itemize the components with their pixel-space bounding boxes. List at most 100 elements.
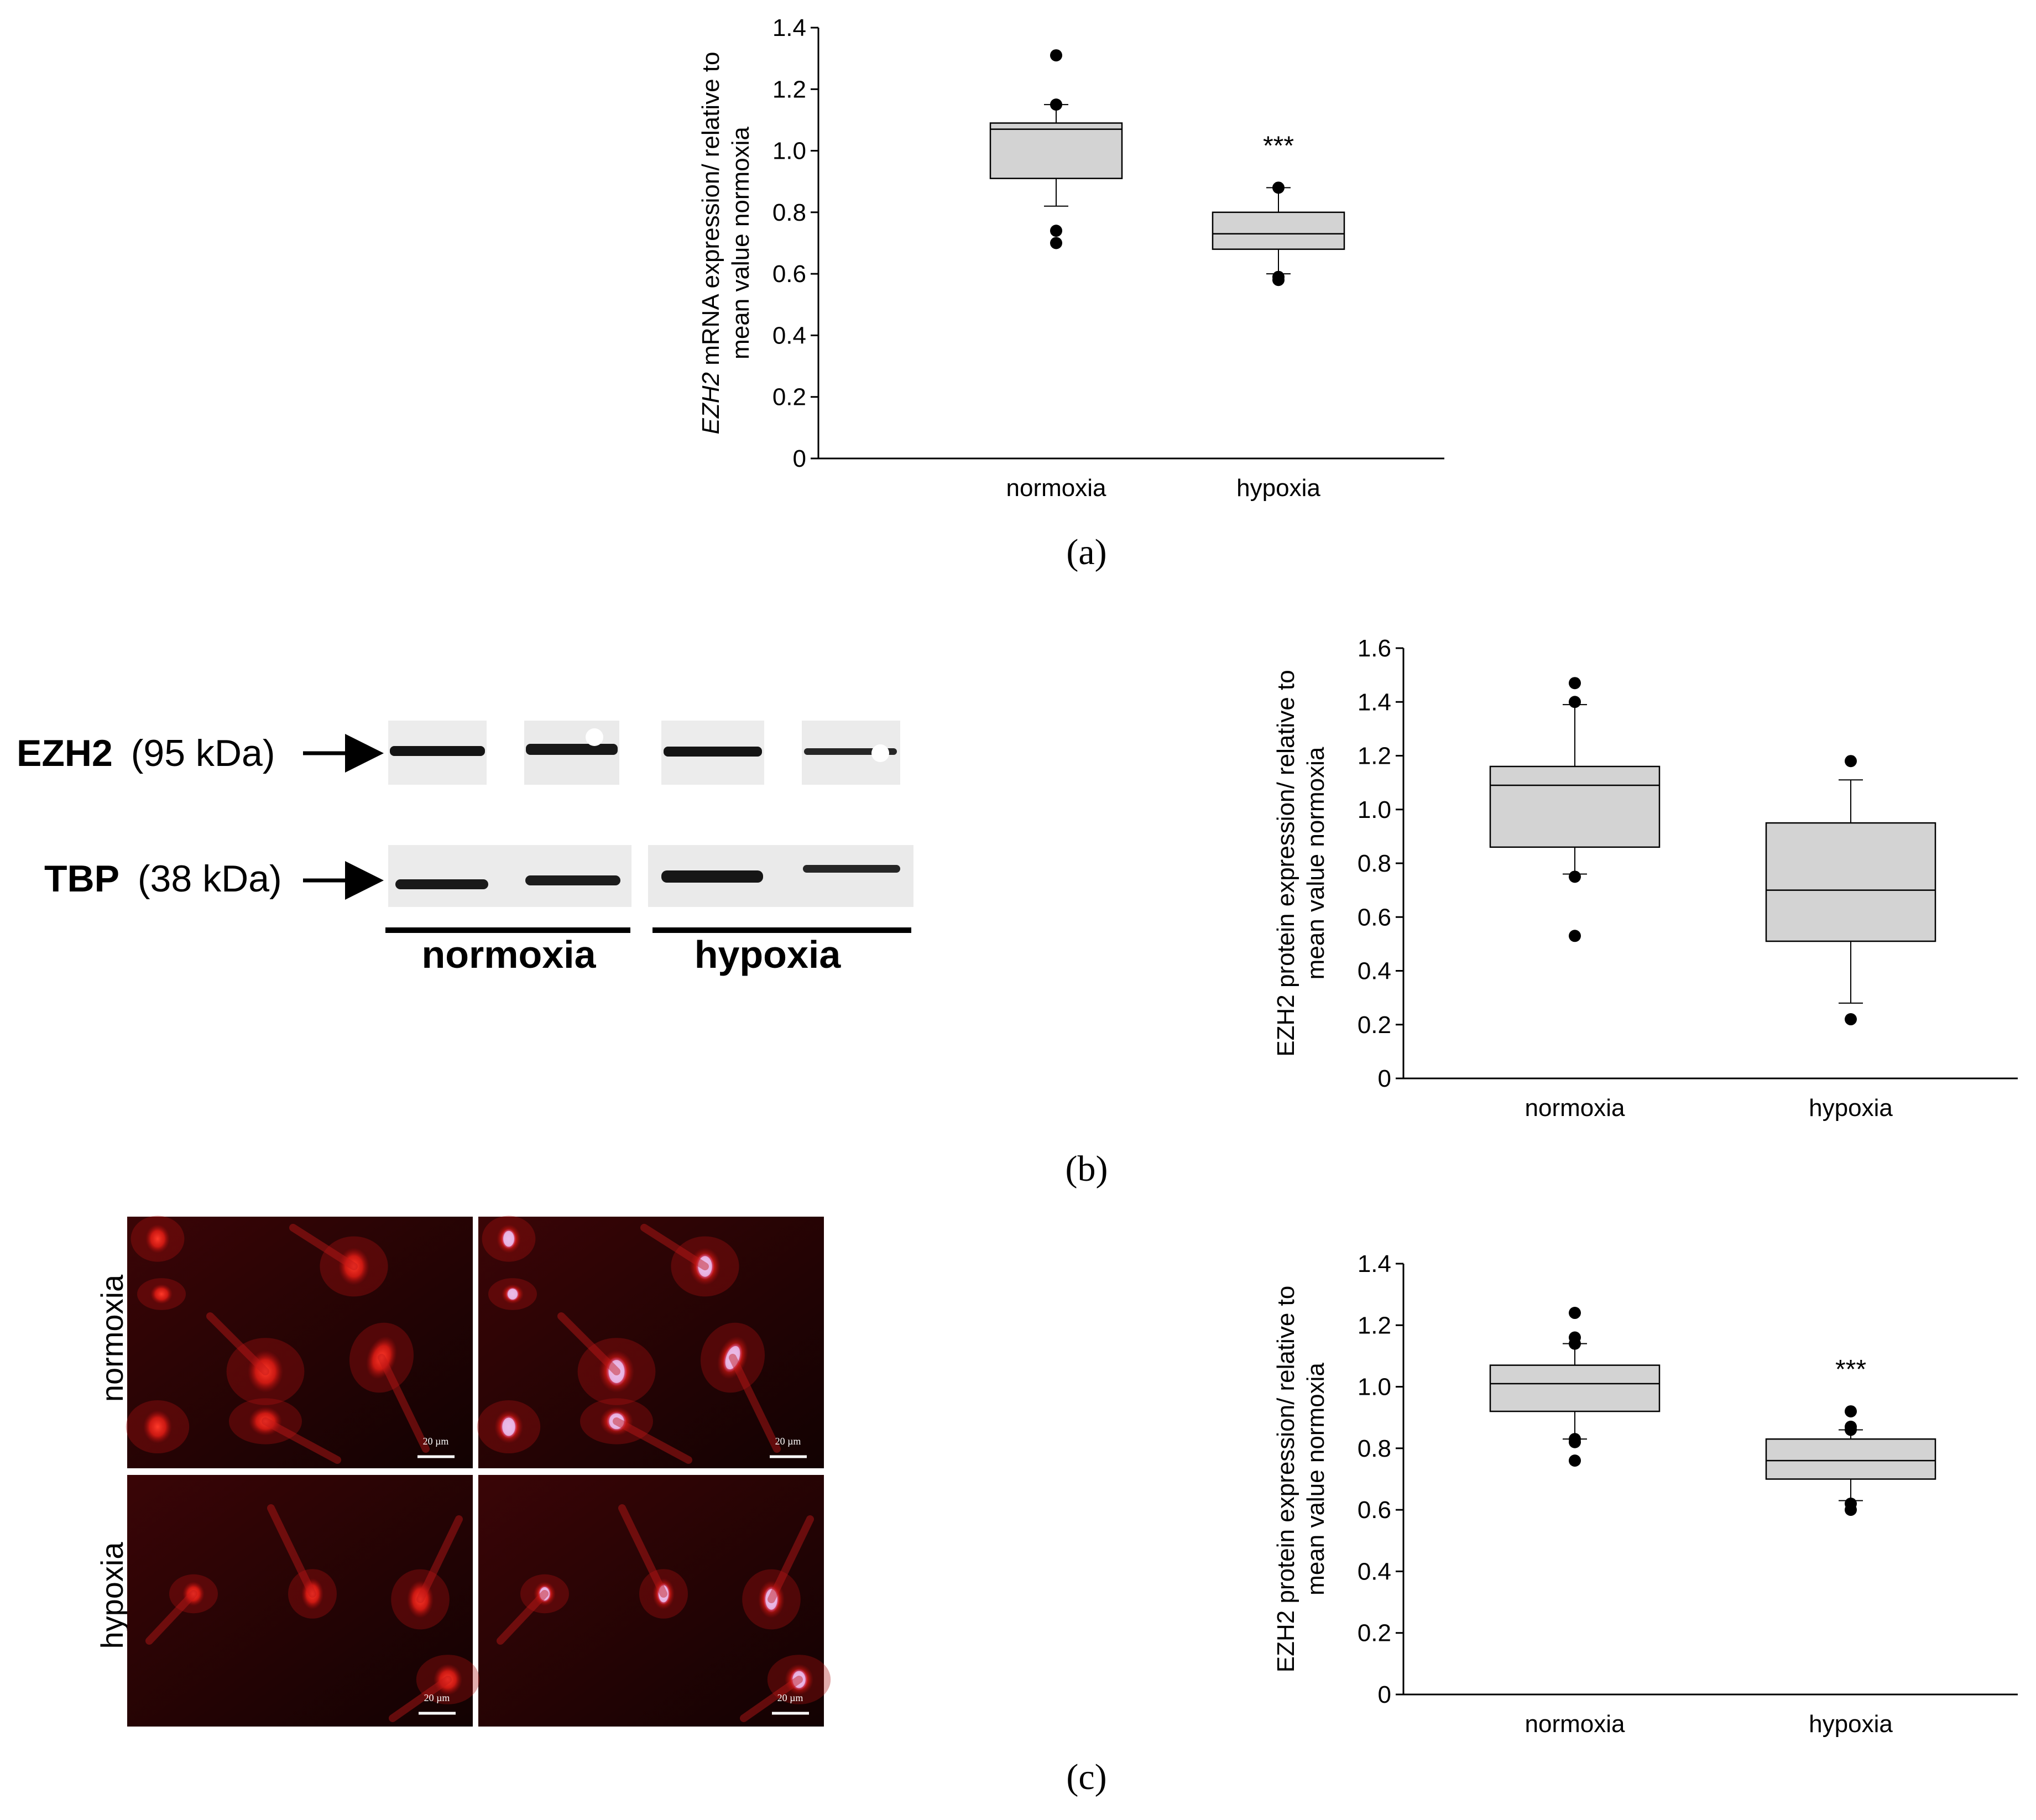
panel-label-b: (b): [1066, 1149, 1108, 1189]
cell-process: [768, 1515, 814, 1603]
cell: [349, 1322, 414, 1393]
y-tick-label: 1.0: [772, 138, 806, 165]
cell-nucleus-core: [503, 1230, 514, 1247]
significance-marker: ***: [1835, 1355, 1866, 1384]
scale-bar-label-2: 20 µm: [775, 1436, 801, 1447]
y-tick-label: 0: [1378, 1681, 1391, 1708]
cell: [229, 1398, 302, 1444]
blot-band-ezh2-1: [390, 746, 485, 756]
outlier-point: [1569, 930, 1581, 942]
blot-band-ezh2-3: [664, 747, 762, 757]
y-tick-label: 0.6: [1358, 1496, 1391, 1524]
cell-stain: [145, 1224, 170, 1253]
cell-process: [729, 1354, 781, 1453]
cell-process: [206, 1312, 269, 1375]
box-plot-b: 0 0.2 0.4 0.6 0.8 1.0 1.2 1.4 1.6 EZH2 protein ex…: [1272, 635, 2018, 1122]
blot-band-ezh2-2: [526, 744, 618, 755]
cell: [671, 1236, 739, 1297]
y-axis-label-text: EZH2 protein expression/ relative to: [1272, 670, 1299, 1056]
blot-band-tbp-2: [525, 875, 620, 885]
cell: [226, 1338, 305, 1405]
cell-nucleus-core: [508, 1289, 518, 1300]
outlier-point: [1569, 1307, 1581, 1320]
cell: [126, 1400, 190, 1453]
cell-stain: [150, 1284, 173, 1304]
outlier-point: [1050, 49, 1062, 62]
cell-nucleus-core: [765, 1589, 777, 1610]
y-tick-label: 0.4: [1358, 1558, 1391, 1585]
y-axis-label-line1: EZH2 protein expression/ relative to: [1272, 1286, 1299, 1672]
band-size-tbp: (38 kDa): [138, 858, 282, 900]
cell-nucleus-core: [725, 1346, 740, 1370]
y-tick-label: 0.4: [772, 322, 806, 349]
band-label-tbp: TBP (38 kDa): [44, 858, 282, 900]
cell: [520, 1574, 569, 1614]
y-tick-label: 1.2: [1358, 1312, 1391, 1339]
cell: [391, 1569, 450, 1630]
western-blot: EZH2 (95 kDa) TBP (38 kDa) normoxia hypo…: [17, 721, 913, 976]
cell-process: [557, 1312, 620, 1375]
cell-stain: [248, 1350, 283, 1393]
cell-nucleus-core: [502, 1417, 515, 1436]
cell-nucleus-core: [609, 1413, 624, 1430]
cell: [488, 1278, 537, 1310]
y-tick-label: 0.2: [1358, 1011, 1391, 1039]
y-tick-label: 0.4: [1358, 958, 1391, 985]
outlier-point: [1569, 1337, 1581, 1350]
blot-band-tbp-3: [661, 870, 763, 883]
cell-stain: [143, 1410, 172, 1443]
cell-layer: [126, 1216, 831, 1722]
cell-stain: [366, 1336, 398, 1379]
cell: [700, 1322, 765, 1393]
cell: [416, 1655, 480, 1704]
x-tick-label: normoxia: [1525, 1094, 1625, 1122]
y-tick-label: 0.8: [1358, 850, 1391, 877]
box-iqr: [1489, 1364, 1661, 1412]
cell: [130, 1216, 185, 1262]
cell-process: [618, 1504, 667, 1598]
scale-bar-label-1: 20 µm: [423, 1436, 449, 1447]
cell-process: [267, 1504, 316, 1598]
cell-stain: [434, 1664, 462, 1695]
y-tick-label: 0.2: [772, 384, 806, 411]
box-iqr: [1765, 1438, 1936, 1480]
blot-band-tbp-1: [395, 879, 488, 889]
blot-artifact-1: [586, 728, 603, 746]
outlier-point: [1272, 270, 1285, 283]
y-tick-label: 1.4: [772, 14, 806, 41]
cell-process: [378, 1354, 430, 1453]
cell: [742, 1569, 801, 1630]
cell: [577, 1338, 656, 1405]
y-tick-label: 1.2: [1358, 743, 1391, 770]
outlier-point: [1845, 1405, 1857, 1418]
blot-artifact-2: [871, 744, 889, 762]
box-plot-c: 0 0.2 0.4 0.6 0.8 1.0 1.2 1.4 EZH2 protein expre…: [1272, 1250, 2018, 1738]
y-tick-label: 1.0: [1358, 1374, 1391, 1401]
y-tick-label: 0: [1378, 1065, 1391, 1092]
outlier-point: [1050, 98, 1062, 111]
cell-nucleus-core: [659, 1585, 669, 1603]
cell-process: [262, 1417, 341, 1464]
cell-process: [740, 1676, 803, 1722]
outlier-point: [1845, 1504, 1857, 1516]
y-tick-label: 0.2: [1358, 1620, 1391, 1647]
cell: [477, 1400, 541, 1453]
outlier-point: [1050, 225, 1062, 237]
box-iqr: [1212, 211, 1345, 250]
y-tick-label: 1.4: [1358, 689, 1391, 716]
cell: [482, 1216, 536, 1262]
cell: [288, 1569, 337, 1619]
y-tick-label: 0.6: [1358, 904, 1391, 931]
cell-stain: [182, 1582, 205, 1606]
outlier-point: [1569, 677, 1581, 690]
cell-process: [613, 1417, 692, 1464]
micrograph-normoxia-ezh2: [127, 1217, 473, 1468]
cell-stain: [407, 1581, 434, 1618]
cell-process: [289, 1224, 358, 1270]
fluorescence-micrographs: normoxia hypoxia 20 µm 20 µm 20 µm 20 µm: [95, 1216, 831, 1727]
scale-bar-4: 20 µm: [772, 1692, 809, 1715]
y-axis-label-gene: EZH2: [697, 372, 724, 434]
band-label-ezh2: EZH2 (95 kDa): [17, 732, 275, 774]
cell-stain: [301, 1578, 323, 1609]
